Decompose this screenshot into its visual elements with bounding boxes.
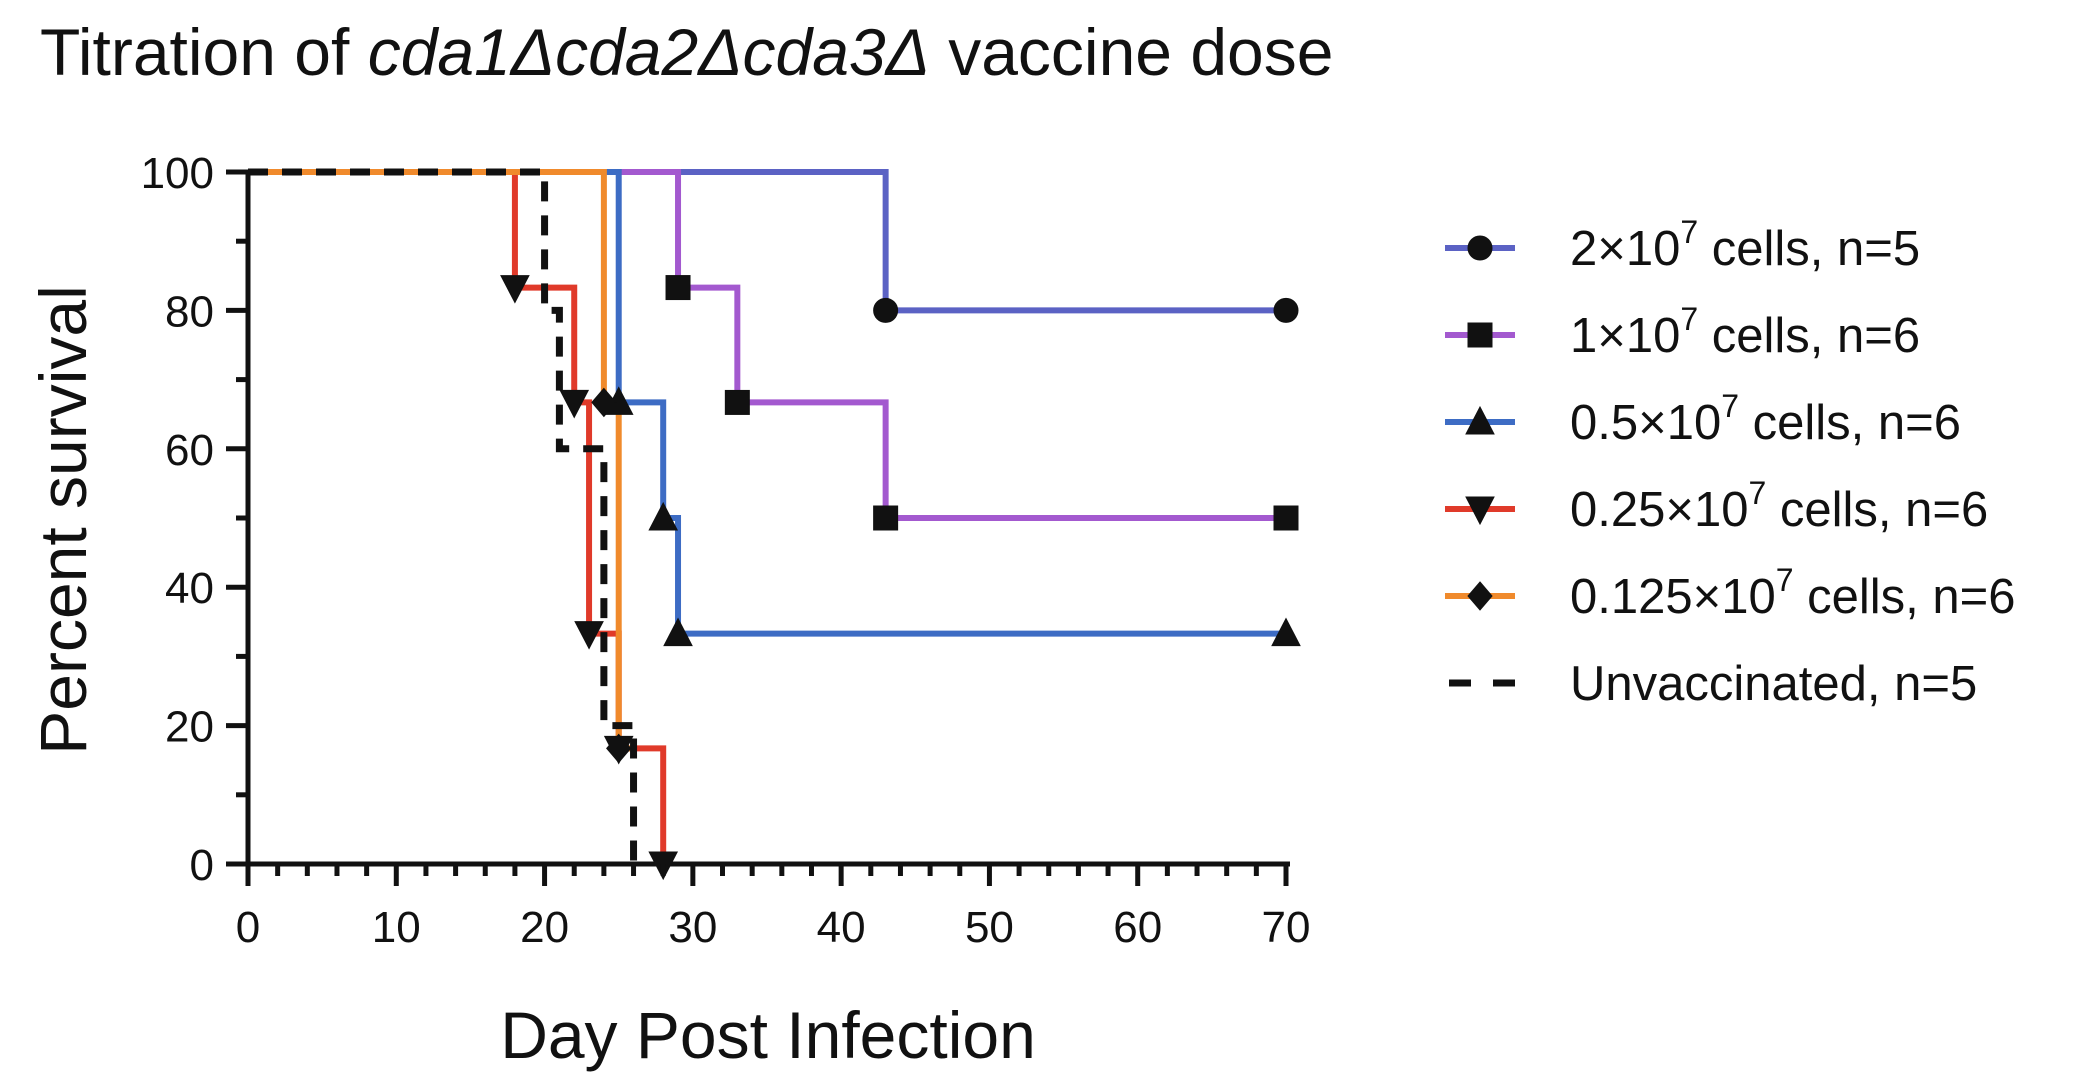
- legend-marker: [1465, 496, 1495, 526]
- legend-label-rest: cells, n=6: [1698, 309, 1920, 363]
- series-3-point: [559, 389, 590, 419]
- x-tick-label: 10: [372, 903, 421, 952]
- legend-label-exponent: 7: [1680, 301, 1698, 337]
- series-0-point: [873, 297, 899, 323]
- series-2-point: [1271, 617, 1301, 647]
- legend-item: 0.25×107 cells, n=6: [1445, 475, 1988, 537]
- chart-title-suffix: vaccine dose: [930, 15, 1334, 89]
- legend-label-exponent: 7: [1749, 475, 1767, 511]
- legend-label: 1×107 cells, n=6: [1570, 301, 1920, 363]
- legend-label-main: 2×10: [1570, 222, 1680, 276]
- x-tick-label: 70: [1262, 903, 1311, 952]
- legend-item: 0.5×107 cells, n=6: [1445, 388, 1961, 450]
- x-tick-label: 30: [668, 903, 717, 952]
- legend-item: 2×107 cells, n=5: [1445, 214, 1920, 276]
- legend-label: 0.125×107 cells, n=6: [1570, 562, 2016, 624]
- legend-label-exponent: 7: [1776, 562, 1794, 598]
- legend-item: 1×107 cells, n=6: [1445, 301, 1920, 363]
- legend-label-exponent: 7: [1680, 214, 1698, 250]
- series-line-0: [248, 169, 1286, 314]
- legend-label-main: 0.25×10: [1570, 483, 1749, 537]
- series-1-point: [873, 505, 899, 531]
- legend-label-rest: cells, n=6: [1739, 396, 1961, 450]
- series-line-2: [248, 169, 1286, 637]
- series-line-5: [248, 168, 638, 864]
- legend-label: Unvaccinated, n=5: [1570, 657, 1977, 711]
- series-4-point: [606, 733, 632, 764]
- legend-item: 0.125×107 cells, n=6: [1445, 562, 2016, 624]
- legend-label-rest: cells, n=5: [1698, 222, 1920, 276]
- series-1-point: [724, 389, 750, 415]
- x-tick-label: 60: [1113, 903, 1162, 952]
- legend-label: 0.5×107 cells, n=6: [1570, 388, 1961, 450]
- x-tick-label: 0: [236, 903, 260, 952]
- series-4-point: [591, 387, 617, 418]
- legend-label-main: 0.5×10: [1570, 396, 1721, 450]
- legend-label-rest: cells, n=6: [1794, 570, 2016, 624]
- series-2-point: [648, 501, 679, 531]
- chart-title-prefix: Titration of: [40, 15, 368, 89]
- legend-label-main: 0.125×10: [1570, 570, 1776, 624]
- series-1-point: [665, 275, 691, 301]
- series-1-point: [1273, 505, 1299, 531]
- legend-marker: [1467, 581, 1493, 611]
- series-3-point: [500, 275, 530, 304]
- legend-marker: [1465, 405, 1495, 435]
- legend-label-main: Unvaccinated, n=5: [1570, 657, 1977, 711]
- x-axis-title: Day Post Infection: [500, 998, 1036, 1072]
- series-layer: [248, 168, 1286, 864]
- legend-marker: [1467, 322, 1493, 348]
- y-tick-label: 60: [165, 426, 214, 475]
- y-tick-label: 0: [190, 841, 214, 890]
- series-line-4: [248, 169, 634, 752]
- legend-item: Unvaccinated, n=5: [1449, 657, 1977, 711]
- chart-title: Titration of cda1Δcda2Δcda3Δ vaccine dos…: [40, 15, 1333, 89]
- x-tick-label: 50: [965, 903, 1014, 952]
- x-tick-label: 20: [520, 903, 569, 952]
- legend-label-exponent: 7: [1721, 388, 1739, 424]
- legend-marker: [1467, 235, 1493, 261]
- y-tick-label: 20: [165, 703, 214, 752]
- axis-ticks: 0 10 20 30 40 50 60 70 0 20 40 60 80 100: [141, 149, 1311, 952]
- marker-layer: [500, 275, 1301, 881]
- x-tick-label: 40: [817, 903, 866, 952]
- series-3-point: [574, 621, 604, 650]
- series-line-1: [248, 169, 1286, 521]
- y-tick-label: 40: [165, 564, 214, 613]
- legend-label-rest: cells, n=6: [1766, 483, 1988, 537]
- y-tick-label: 100: [141, 149, 214, 198]
- series-2-point: [663, 617, 693, 647]
- legend-label: 0.25×107 cells, n=6: [1570, 475, 1988, 537]
- chart-title-italic: cda1Δcda2Δcda3Δ: [368, 15, 930, 89]
- y-tick-label: 80: [165, 287, 214, 336]
- legend-label-main: 1×10: [1570, 309, 1680, 363]
- y-axis-title: Percent survival: [26, 285, 100, 755]
- legend: 2×107 cells, n=51×107 cells, n=60.5×107 …: [1445, 214, 2016, 711]
- series-0-point: [1273, 297, 1299, 323]
- legend-label: 2×107 cells, n=5: [1570, 214, 1920, 276]
